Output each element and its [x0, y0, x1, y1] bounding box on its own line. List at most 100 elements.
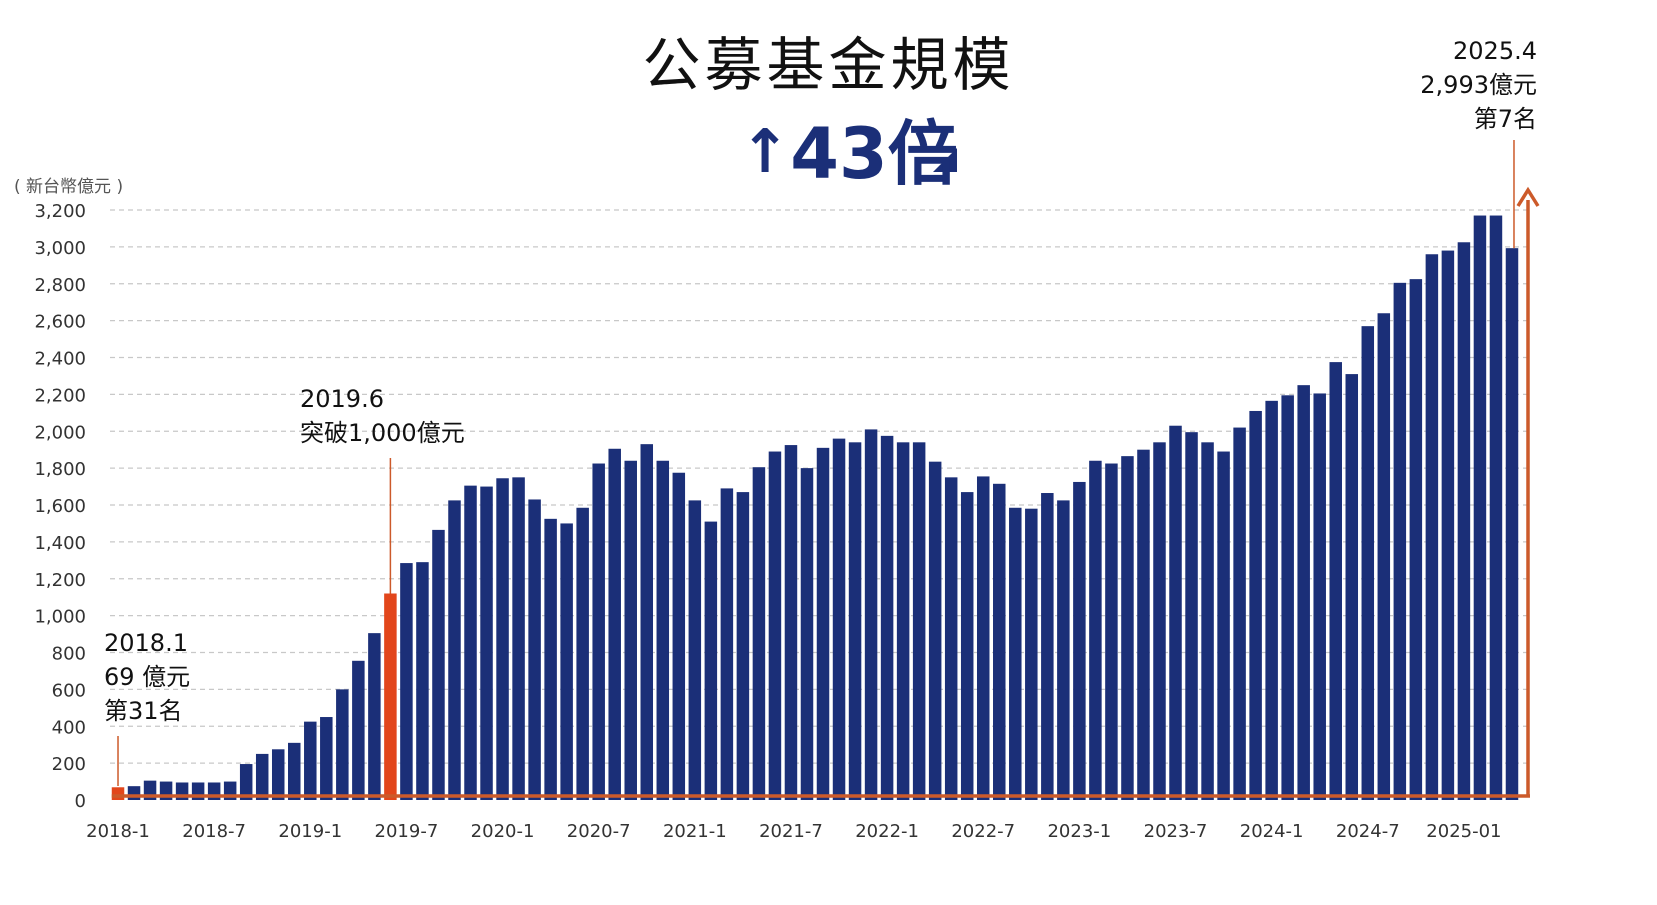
x-tick-label: 2018-7	[182, 821, 246, 842]
bar-2021-8	[800, 468, 814, 800]
bar-2019-1	[304, 721, 317, 800]
y-tick-label: 1,200	[34, 570, 86, 591]
bar-2024-8	[1377, 313, 1391, 800]
bar-2020-8	[608, 448, 621, 800]
bar-2018-9	[239, 764, 253, 800]
bar-2020-1	[496, 478, 509, 800]
bar-2022-8	[993, 483, 1006, 800]
x-tick-label: 2024-1	[1240, 821, 1304, 842]
y-tick-label: 2,400	[34, 349, 86, 370]
bar-2019-6	[384, 593, 397, 800]
bar-2019-12	[480, 486, 493, 800]
bar-2021-7	[784, 445, 798, 800]
up-arrow-icon: ↑	[740, 117, 791, 187]
annotation-start-rank: 第31名	[104, 697, 183, 725]
chart-title: 公募基金規模	[642, 31, 1015, 99]
bar-2020-7	[592, 463, 605, 800]
bar-2021-5	[752, 467, 766, 800]
bar-2024-9	[1393, 282, 1407, 800]
y-tick-label: 400	[52, 717, 86, 738]
y-axis: 0 200 400 600 800 1,000 1,200 1,400 1,600 1,800 2,…	[34, 201, 86, 812]
bar-2020-3	[528, 499, 541, 800]
bar-2021-12	[864, 429, 878, 800]
bar-2025-2	[1473, 215, 1487, 800]
y-tick-label: 200	[52, 754, 86, 775]
bar-2018-2	[127, 786, 141, 800]
bar-2018-10	[255, 753, 269, 800]
bar-2023-5	[1137, 449, 1150, 800]
bar-2021-3	[720, 488, 734, 800]
bar-2022-10	[1025, 508, 1038, 800]
x-tick-label: 2020-1	[471, 821, 535, 842]
y-tick-label: 3,200	[34, 201, 86, 222]
bar-2024-12	[1441, 250, 1455, 800]
bar-2019-9	[432, 529, 445, 800]
bar-2024-11	[1425, 254, 1439, 800]
bar-2019-8	[416, 562, 429, 800]
y-tick-label: 600	[52, 680, 86, 701]
bar-2022-1	[880, 435, 894, 800]
bar-2019-4	[352, 660, 365, 800]
bar-2019-3	[336, 689, 349, 800]
x-tick-label: 2022-1	[855, 821, 919, 842]
bar-2024-3	[1297, 385, 1310, 800]
bar-2024-10	[1409, 279, 1423, 800]
growth-multiplier: ↑43倍	[740, 112, 958, 194]
trend-overlay	[111, 140, 1540, 798]
bar-2018-12	[288, 742, 301, 800]
bar-2021-10	[832, 438, 846, 800]
bar-2024-7	[1361, 326, 1375, 800]
bar-2020-10	[640, 444, 654, 800]
x-axis: 2018-1 2018-7 2019-1 2019-7 2020-1 2020-7 2021…	[86, 821, 1501, 842]
bar-2023-12	[1249, 410, 1262, 800]
annotation-milestone-text: 突破1,000億元	[300, 419, 465, 447]
bar-2021-9	[816, 447, 830, 800]
bar-2020-11	[656, 460, 670, 800]
bar-2019-11	[464, 485, 477, 800]
bar-2022-2	[896, 442, 910, 800]
x-tick-label: 2023-7	[1144, 821, 1208, 842]
bar-2019-5	[368, 633, 381, 800]
annotation-start-date: 2018.1	[104, 629, 188, 657]
bar-2018-1	[111, 787, 125, 800]
y-tick-label: 1,000	[34, 607, 86, 628]
y-tick-label: 2,600	[34, 312, 86, 333]
y-tick-label: 1,800	[34, 459, 86, 480]
bar-2024-6	[1345, 374, 1359, 800]
y-tick-label: 0	[75, 791, 86, 812]
bar-2021-6	[768, 451, 782, 800]
bar-2023-1	[1073, 481, 1086, 800]
bars	[111, 215, 1519, 800]
y-tick-label: 2,000	[34, 422, 86, 443]
x-tick-label: 2019-7	[375, 821, 439, 842]
bar-2024-2	[1281, 395, 1294, 800]
bar-2023-11	[1233, 427, 1246, 800]
y-axis-unit-label: ( 新台幣億元 )	[14, 177, 124, 197]
annotation-milestone-date: 2019.6	[300, 385, 384, 413]
bar-2022-12	[1057, 500, 1070, 800]
bar-2023-3	[1105, 463, 1118, 800]
bar-2019-10	[448, 500, 461, 800]
bar-2021-2	[704, 521, 718, 800]
bar-2019-2	[320, 717, 333, 800]
y-tick-label: 1,400	[34, 533, 86, 554]
x-tick-label: 2018-1	[86, 821, 150, 842]
bar-2018-11	[271, 749, 285, 800]
bar-2025-1	[1457, 242, 1471, 800]
bar-2023-9	[1201, 442, 1214, 800]
bar-2020-4	[544, 518, 557, 800]
bar-2021-1	[688, 500, 702, 800]
annotation-start: 2018.1 69 億元 第31名	[104, 626, 190, 728]
bar-2023-4	[1121, 456, 1134, 800]
bar-2023-7	[1169, 425, 1182, 800]
bar-2025-4	[1505, 248, 1519, 800]
annotation-milestone: 2019.6 突破1,000億元	[300, 382, 465, 450]
bar-2023-2	[1089, 460, 1102, 800]
y-tick-label: 2,200	[34, 385, 86, 406]
corner-triangle-icon	[933, 148, 957, 172]
x-tick-label: 2019-1	[278, 821, 342, 842]
bar-2023-10	[1217, 451, 1230, 800]
annotation-end-rank: 第7名	[1473, 105, 1537, 133]
growth-arrowhead-icon	[1516, 186, 1540, 207]
